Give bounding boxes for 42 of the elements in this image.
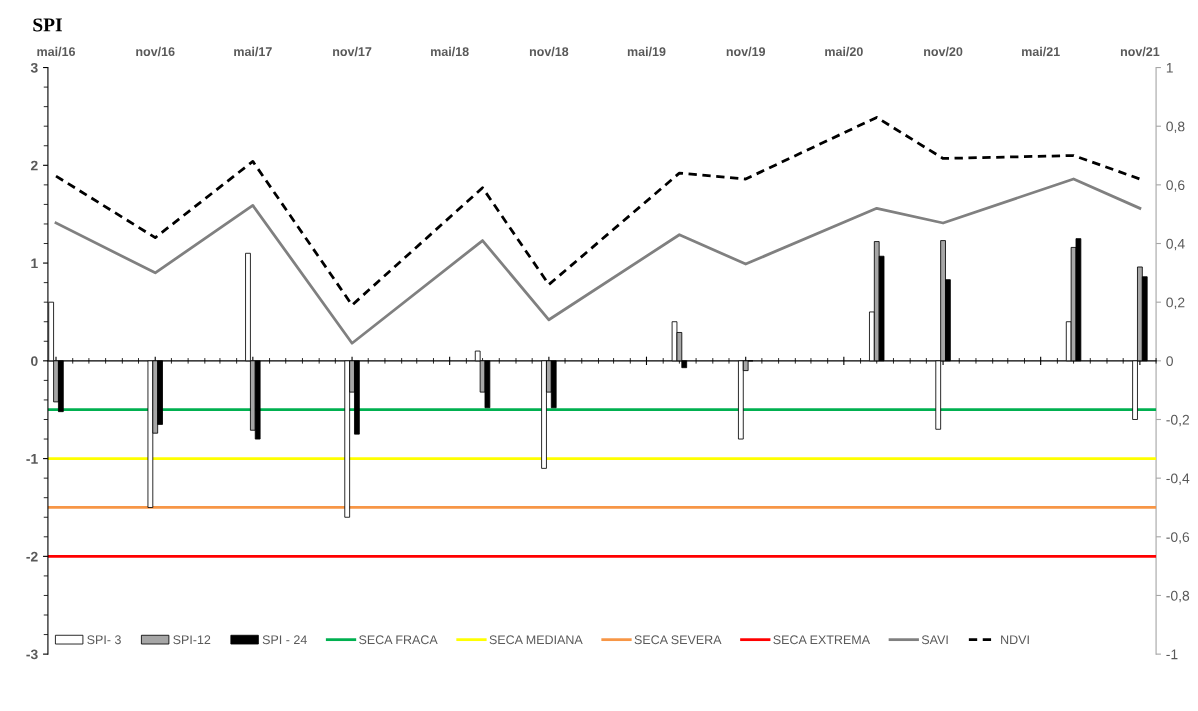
y2-tick-label: -0,8	[1166, 590, 1190, 603]
y2-tick-label: -0,4	[1166, 473, 1190, 485]
legend-label: NDVI	[1001, 635, 1029, 645]
y2-tick-label: 0,4	[1166, 238, 1185, 251]
legend-label: SAVI	[921, 635, 948, 645]
y-tick-label: -1	[26, 454, 38, 464]
x-tick-label: mai/19	[627, 46, 666, 57]
y2-tick-label: 0,8	[1166, 121, 1185, 134]
y-tick-label: 2	[30, 160, 38, 171]
line-series	[54, 116, 1142, 307]
y-tick-label: -2	[26, 551, 38, 562]
chart-title: SPI	[33, 18, 62, 32]
y2-tick-label: 0	[1166, 356, 1173, 366]
legend-label: SPI-12	[173, 635, 211, 645]
x-tick-label: nov/17	[333, 46, 372, 57]
y2-tick-label: 0,6	[1166, 180, 1185, 192]
legend-label: SECA SEVERA	[634, 635, 722, 645]
y-tick-label: -3	[26, 649, 38, 660]
legend-label: SPI - 24	[262, 635, 307, 645]
x-tick-label: nov/16	[136, 46, 175, 57]
y2-tick-label: -0,6	[1166, 532, 1190, 544]
line-series	[54, 177, 1142, 345]
legend-label: SECA EXTREMA	[773, 635, 871, 645]
legend-label: SECA FRACA	[359, 635, 438, 645]
legend-label: SECA MEDIANA	[489, 635, 583, 645]
y2-tick-label: 1	[1166, 63, 1173, 73]
x-tick-label: nov/20	[924, 46, 963, 57]
y2-tick-label: -1	[1166, 649, 1178, 660]
x-tick-label: mai/21	[1022, 46, 1060, 57]
x-tick-label: mai/18	[431, 46, 469, 57]
legend-label: SPI- 3	[87, 635, 121, 645]
x-tick-label: nov/19	[726, 46, 766, 57]
x-tick-label: nov/18	[529, 46, 569, 57]
y2-tick-label: 0,2	[1166, 297, 1185, 309]
x-tick-label: mai/17	[234, 46, 272, 57]
y-tick-label: 0	[31, 356, 38, 366]
x-tick-label: mai/16	[37, 46, 76, 57]
y2-tick-label: -0,2	[1166, 414, 1190, 427]
x-tick-label: mai/20	[825, 46, 863, 57]
x-tick-label: nov/21	[1120, 46, 1160, 57]
y-tick-label: 3	[30, 62, 38, 73]
y-tick-label: 1	[31, 258, 38, 269]
